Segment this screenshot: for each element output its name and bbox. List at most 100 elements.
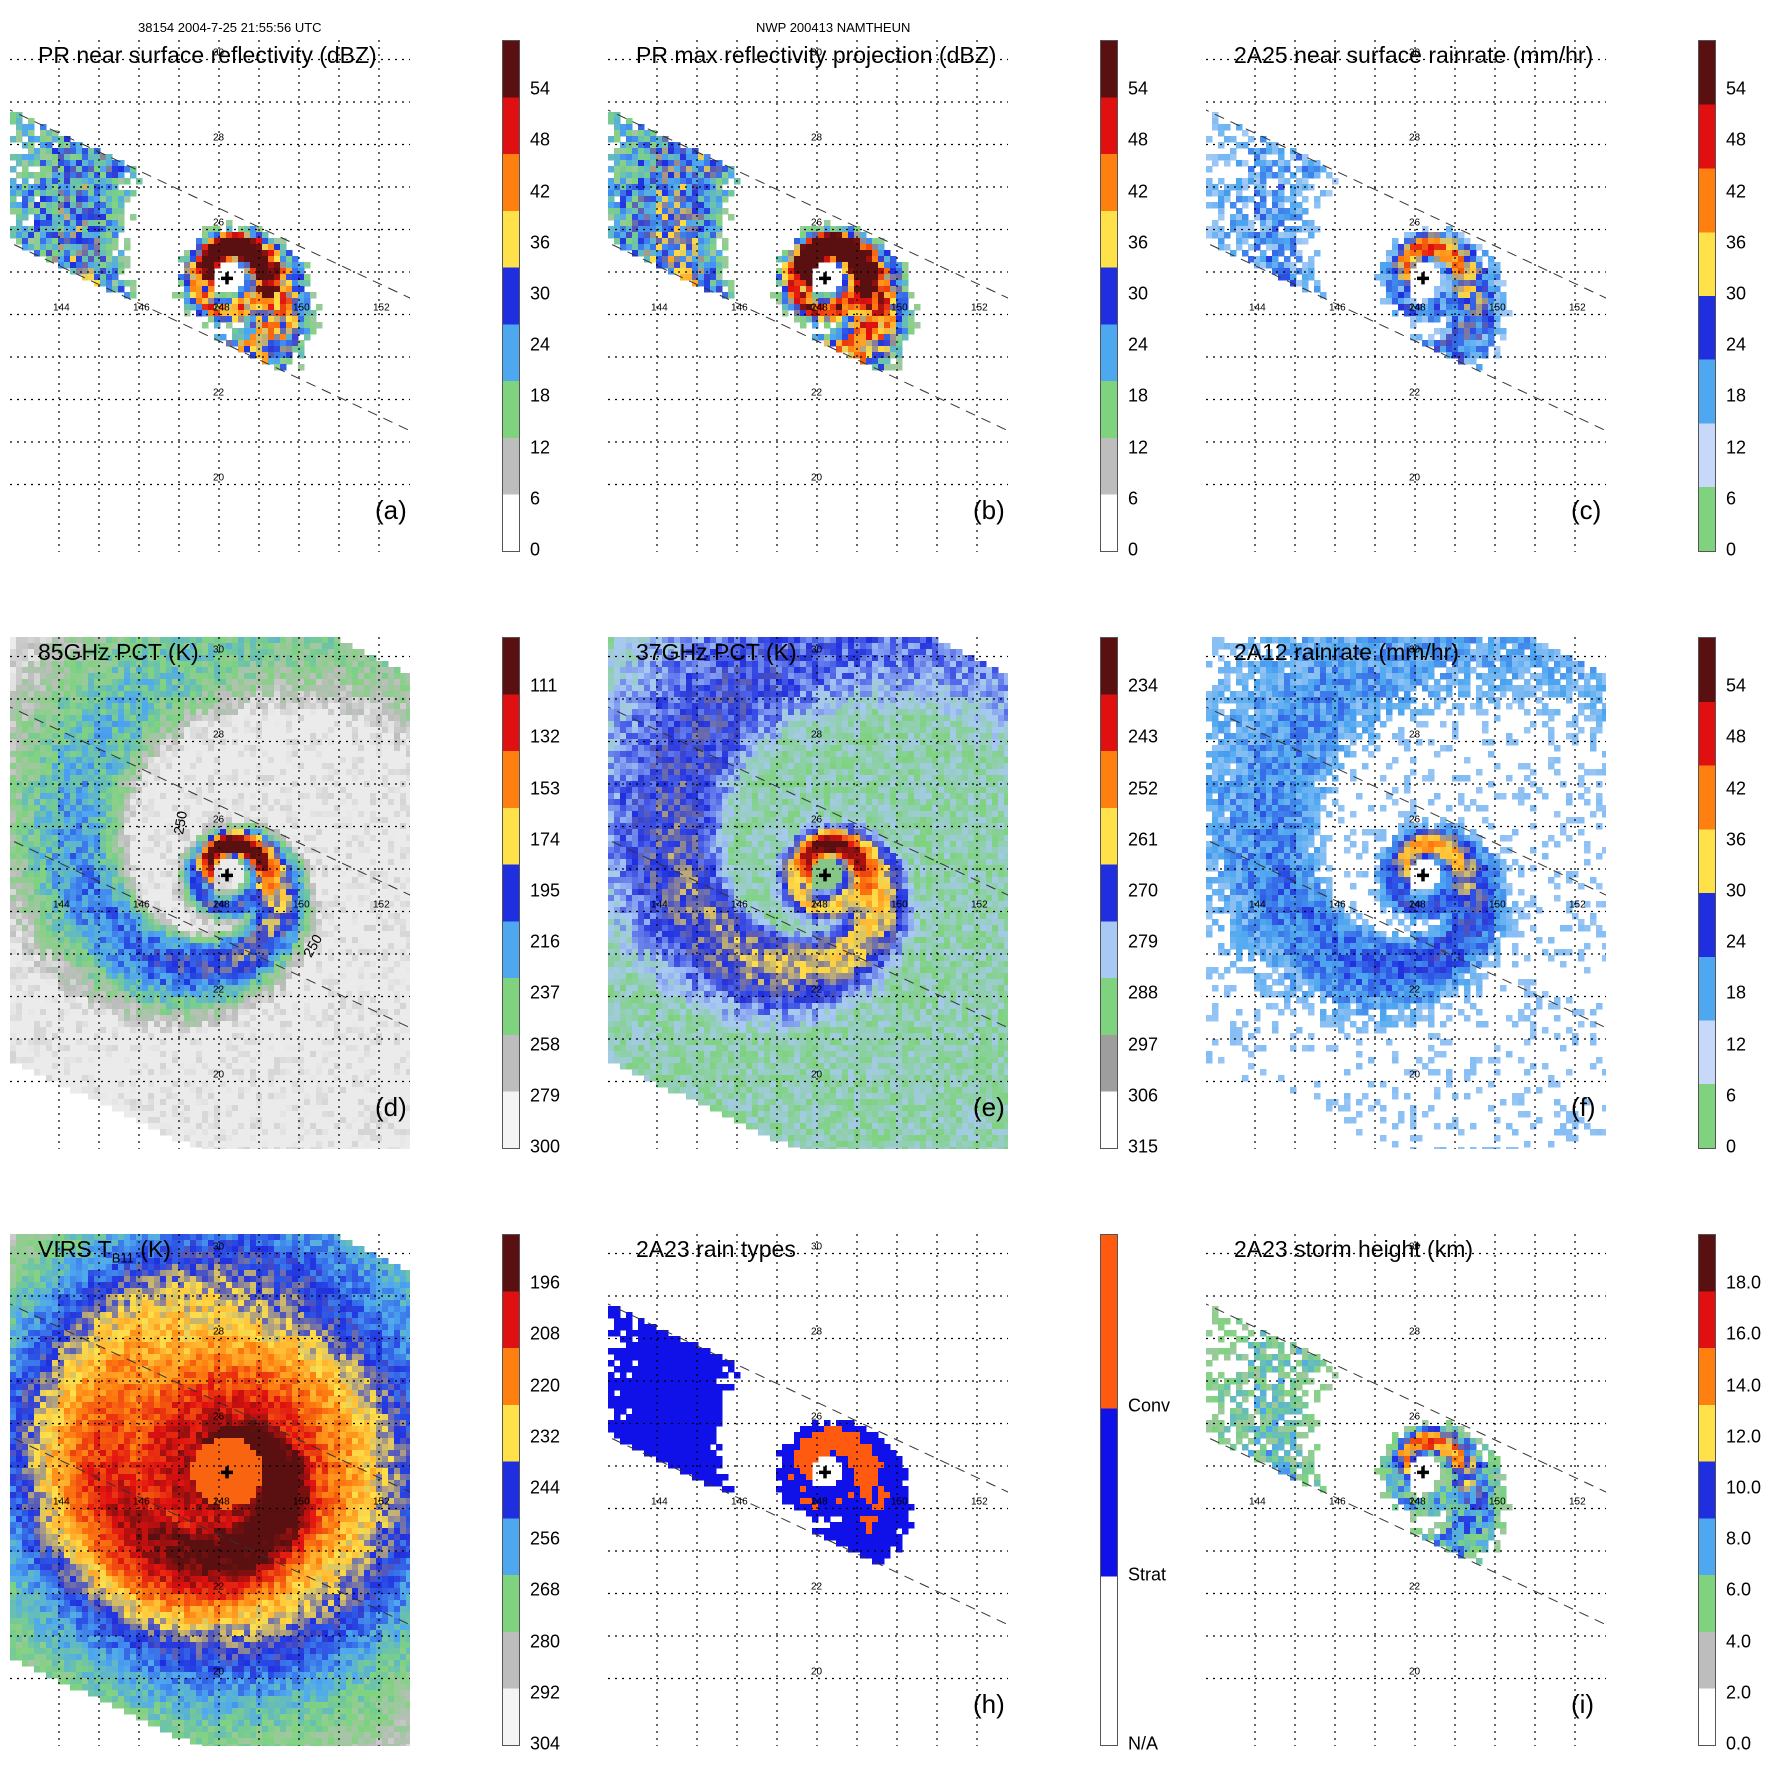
colorbar-tick: 208 — [530, 1324, 560, 1345]
colorbar — [1100, 1234, 1118, 1746]
panel-title-text: PR near surface reflectivity (dBZ) — [38, 42, 377, 68]
lon-tick-144: 144 — [651, 900, 668, 911]
colorbar-tick: 297 — [1128, 1034, 1158, 1055]
lon-tick-146: 146 — [1329, 303, 1346, 314]
colorbar — [502, 637, 520, 1149]
colorbar — [1698, 40, 1716, 552]
map-plot-e: 144146148150152154202224262830 — [608, 637, 1008, 1149]
lon-tick-150: 150 — [293, 303, 310, 314]
colorbar-ticks: 304 292 280 268 256 244 232 220 208 196 — [530, 1234, 590, 1754]
colorbar-tick: 306 — [1128, 1085, 1158, 1106]
colorbar-tick: Conv — [1128, 1396, 1170, 1417]
colorbar-tick: 36 — [1726, 829, 1746, 850]
field-raster — [1206, 1306, 1513, 1565]
colorbar-ticks: N/A Strat Conv — [1128, 1234, 1188, 1754]
storm-center-marker — [221, 869, 233, 882]
lat-tick-20: 20 — [213, 1667, 225, 1678]
lon-tick-152: 152 — [971, 1497, 988, 1508]
panel-label: (f) — [1571, 1092, 1596, 1123]
colorbar-tick: 18 — [530, 386, 550, 407]
swath-edge-north — [10, 109, 410, 299]
lat-lon-grid — [1206, 637, 1606, 1149]
pr-swath-edges — [608, 109, 1008, 432]
colorbar-tick: 54 — [1128, 79, 1148, 100]
map-svg-e: 144146148150152154202224262830 — [608, 637, 1008, 1149]
colorbar-ticks: 0 6 12 18 24 30 36 42 48 54 — [1726, 40, 1771, 560]
colorbar-tick: N/A — [1128, 1734, 1158, 1755]
coord-labels: 144146148150152154202224262830 — [53, 1242, 390, 1678]
swath-edge-north — [10, 1303, 410, 1493]
lat-lon-grid — [10, 637, 410, 1149]
lat-tick-28: 28 — [811, 133, 823, 144]
colorbar-tick: 6.0 — [1726, 1580, 1751, 1601]
field-raster — [608, 637, 1008, 1149]
lat-tick-24: 24 — [1409, 900, 1421, 911]
colorbar — [1100, 637, 1118, 1149]
field-raster — [10, 637, 410, 1149]
colorbar-tick: 300 — [530, 1137, 560, 1158]
lon-tick-146: 146 — [1329, 900, 1346, 911]
panel-title-text: 37GHz PCT (K) — [636, 639, 797, 665]
pr-swath-edges — [10, 706, 410, 1029]
colorbar-tick: 12 — [1726, 1034, 1746, 1055]
swath-edge-south — [1206, 839, 1606, 1029]
colorbar-tick: 279 — [1128, 932, 1158, 953]
colorbar-tick: 8.0 — [1726, 1529, 1751, 1550]
lat-tick-30: 30 — [213, 645, 225, 656]
panel-label: (d) — [375, 1092, 407, 1123]
lat-tick-22: 22 — [811, 388, 823, 399]
colorbar — [1698, 1234, 1716, 1746]
lon-tick-148: 148 — [213, 900, 230, 911]
colorbar-ticks: 0 6 12 18 24 30 36 42 48 54 — [1726, 637, 1771, 1157]
lat-tick-26: 26 — [213, 1412, 225, 1423]
colorbar-tick: 10.0 — [1726, 1478, 1761, 1499]
storm-center-marker — [819, 869, 831, 882]
map-plot-f: 144146148150152154202224262830 — [1206, 637, 1606, 1149]
colorbar-tick: 220 — [530, 1375, 560, 1396]
lat-tick-22: 22 — [213, 1582, 225, 1593]
map-svg-f: 144146148150152154202224262830 — [1206, 637, 1606, 1149]
colorbar-tick: 30 — [1726, 881, 1746, 902]
lat-lon-grid — [10, 40, 410, 552]
map-svg-c: 144146148150152154202224262830 — [1206, 40, 1606, 552]
colorbar-tick: 244 — [530, 1478, 560, 1499]
storm-center-marker — [221, 1466, 233, 1479]
swath-edge-north — [1206, 1303, 1606, 1493]
colorbar-tick: 258 — [530, 1034, 560, 1055]
colorbar-tick: 14.0 — [1726, 1375, 1761, 1396]
lat-tick-20: 20 — [1409, 1667, 1421, 1678]
colorbar-tick: 132 — [530, 727, 560, 748]
lat-tick-24: 24 — [811, 900, 823, 911]
lat-tick-30: 30 — [213, 1242, 225, 1253]
colorbar-tick: 216 — [530, 932, 560, 953]
panel-label: (h) — [973, 1689, 1005, 1720]
panel-label: (e) — [973, 1092, 1005, 1123]
lon-tick-144: 144 — [53, 900, 70, 911]
lon-tick-150: 150 — [293, 900, 310, 911]
panel-title: 37GHz PCT (K) — [636, 639, 797, 666]
map-svg-h: 144146148150152154202224262830 — [608, 1234, 1008, 1746]
colorbar — [1698, 637, 1716, 1149]
pr-swath-edges — [1206, 109, 1606, 432]
lat-tick-26: 26 — [213, 815, 225, 826]
colorbar-tick: 24 — [1726, 335, 1746, 356]
field-raster — [608, 1306, 915, 1565]
colorbar-tick: 6 — [1726, 1085, 1736, 1106]
swath-edge-south — [608, 242, 1008, 432]
lat-tick-22: 22 — [811, 1582, 823, 1593]
colorbar-tick: 315 — [1128, 1137, 1158, 1158]
panel-title-text: 2A25 near surface rainrate (mm/hr) — [1234, 42, 1593, 68]
swath-edge-south — [608, 1436, 1008, 1626]
swath-edge-north — [1206, 109, 1606, 299]
colorbar-tick: 232 — [530, 1426, 560, 1447]
colorbar-tick: 174 — [530, 829, 560, 850]
colorbar — [502, 40, 520, 552]
colorbar-tick: 12 — [530, 437, 550, 458]
lat-tick-30: 30 — [213, 48, 225, 59]
colorbar-tick: 261 — [1128, 829, 1158, 850]
lat-tick-26: 26 — [1409, 1412, 1421, 1423]
colorbar-tick: 237 — [530, 983, 560, 1004]
lon-tick-144: 144 — [651, 1497, 668, 1508]
colorbar-tick: 36 — [530, 232, 550, 253]
map-svg-i: 144146148150152154202224262830 — [1206, 1234, 1606, 1746]
